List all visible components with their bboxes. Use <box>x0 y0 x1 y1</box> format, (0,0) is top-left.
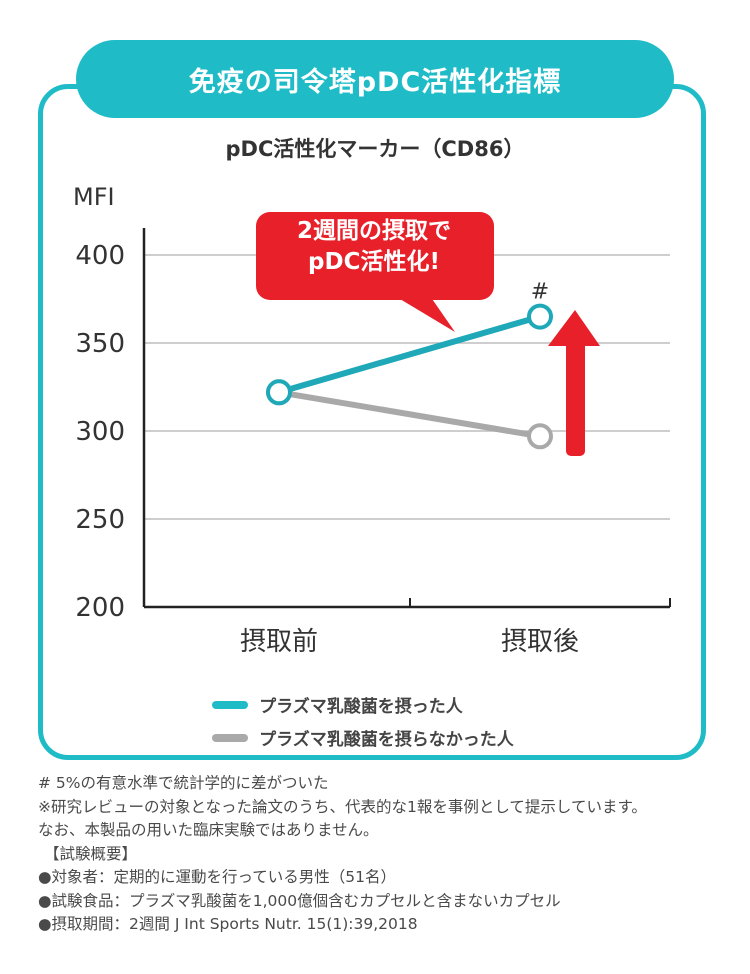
series-line-taken <box>276 313 543 396</box>
callout-line-2: pDC活性化! <box>308 249 440 275</box>
y-tick-label: 350 <box>75 329 125 359</box>
y-tick-label: 200 <box>75 593 125 623</box>
x-tick-label: 摂取後 <box>501 627 579 657</box>
chart-title: pDC活性化マーカー（CD86） <box>225 137 525 161</box>
footnote-disclaimer: なお、本製品の用いた臨床実験ではありません。 <box>38 821 379 839</box>
footnote-significance: # 5%の有意水準で統計学的に差がついた <box>38 774 329 792</box>
up-arrow-shaft <box>566 340 585 456</box>
footnote-review: ※研究レビューの対象となった論文のうち、代表的な1報を事例として提示しています。 <box>38 797 647 816</box>
y-tick-label: 400 <box>75 241 125 271</box>
series-line-not-taken <box>276 389 543 440</box>
study-test-food: ●試験食品：プラズマ乳酸菌を1,000億個含むカプセルと含まないカプセル <box>38 891 561 910</box>
significance-marker: # <box>531 280 549 305</box>
y-tick-label: 300 <box>75 417 125 447</box>
footnotes: # 5%の有意水準で統計学的に差がついた ※研究レビューの対象となった論文のうち… <box>38 772 647 937</box>
data-point-not-taken <box>527 423 553 450</box>
callout-text: 2週間の摂取で pDC活性化! <box>254 216 494 278</box>
legend-item-not-taken: プラズマ乳酸菌を摂らなかった人 <box>212 725 514 750</box>
chart-frame <box>38 84 706 760</box>
y-tick-label: 250 <box>75 505 125 535</box>
study-period: ●摂取期間：2週間 J Int Sports Nutr. 15(1):39,20… <box>38 915 418 933</box>
legend-label-not-taken: プラズマ乳酸菌を摂らなかった人 <box>259 730 514 750</box>
study-subjects: ●対象者：定期的に運動を行っている男性（51名） <box>38 868 396 886</box>
page-title: 免疫の司令塔pDC活性化指標 <box>76 40 674 118</box>
legend-item-taken: プラズマ乳酸菌を摂った人 <box>212 692 463 717</box>
study-summary-heading: 【試験概要】 <box>44 844 138 863</box>
callout-pointer <box>395 296 455 332</box>
legend-swatch-not-taken <box>212 733 248 742</box>
data-point-taken <box>527 303 553 330</box>
legend-swatch-taken <box>212 700 248 709</box>
callout-bubble <box>256 212 494 300</box>
data-point-taken <box>266 379 292 406</box>
y-axis-label: MFI <box>73 183 115 211</box>
legend-label-taken: プラズマ乳酸菌を摂った人 <box>259 697 463 717</box>
up-arrow-head <box>548 310 600 346</box>
callout-line-1: 2週間の摂取で <box>296 218 451 244</box>
x-tick-label: 摂取前 <box>240 627 318 657</box>
